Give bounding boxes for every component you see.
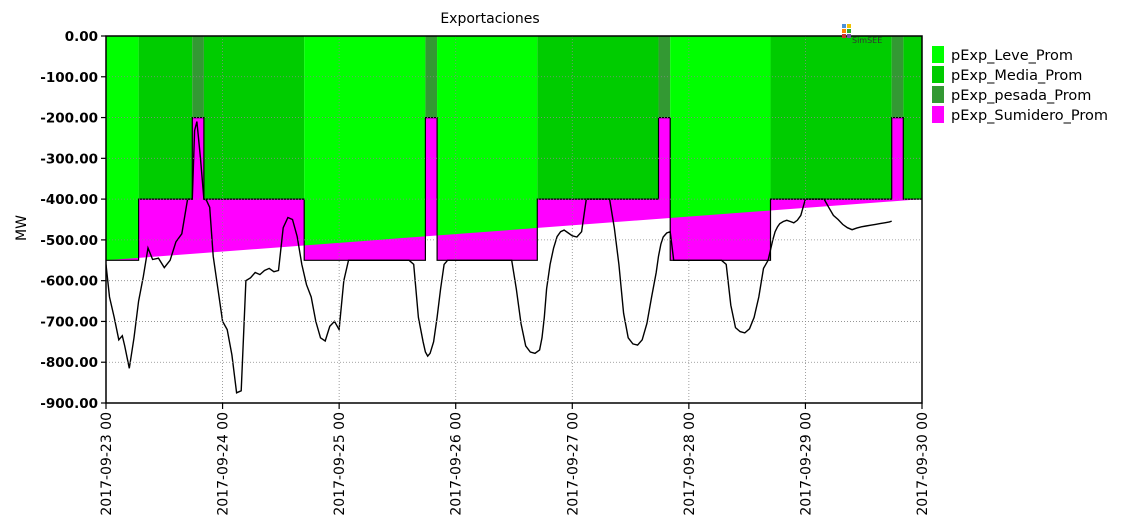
band-leve [304,36,426,261]
legend-label: pExp_Sumidero_Prom [951,108,1108,124]
band-media [138,36,193,200]
y-tick-label: 0.00 [65,29,98,45]
legend-label: pExp_Media_Prom [951,68,1082,84]
band-pesada [891,36,904,118]
band-leve [106,36,139,261]
chart-title: Exportaciones [440,11,539,27]
logo-square [842,29,846,33]
legend-swatch [932,86,944,103]
y-tick-label: -300.00 [40,151,98,167]
legend-swatch [932,66,944,83]
x-tick-label: 2017-09-27 00 [565,412,581,516]
x-tick-label: 2017-09-26 00 [449,412,465,516]
legend-label: pExp_pesada_Prom [951,88,1091,104]
x-tick-label: 2017-09-24 00 [216,412,232,516]
y-tick-label: -500.00 [40,233,98,249]
logo-square [842,24,846,28]
y-tick-label: -100.00 [40,70,98,86]
logo-square [847,34,851,38]
y-tick-label: -700.00 [40,314,98,330]
simsee-logo: SimSEE [842,24,882,45]
band-pesada [425,36,438,118]
legend-swatch [932,106,944,123]
series-line-pexp-sumidero-prom [106,121,892,394]
plot-frame [105,35,923,404]
legend: pExp_Leve_Prom pExp_Media_Prom pExp_pesada… [932,46,1108,124]
legend-label: pExp_Leve_Prom [951,48,1073,64]
band-media [903,36,922,200]
logo-text: SimSEE [852,36,882,45]
plot-area [106,36,922,394]
series-area-pexp-sumidero-prom [106,117,922,261]
x-tick-label: 2017-09-25 00 [332,412,348,516]
logo-square [842,34,846,38]
logo-square [847,29,851,33]
y-axis-label: MW [14,215,30,241]
y-tick-label: -800.00 [40,355,98,371]
band-pesada [192,36,204,118]
y-tick-label: -900.00 [40,396,98,412]
axes: 0.00 -100.00 -200.00 -300.00 -400.00 -500.00 -… [40,29,931,516]
band-media [537,36,659,200]
y-tick-label: -400.00 [40,192,98,208]
x-tick-label: 2017-09-29 00 [798,412,814,516]
x-tick-label: 2017-09-23 00 [99,412,115,516]
band-media [770,36,892,200]
x-tick-label: 2017-09-28 00 [682,412,698,516]
y-tick-label: -600.00 [40,274,98,290]
band-leve [437,36,538,261]
logo-square [847,24,851,28]
legend-swatch [932,46,944,63]
x-tick-label: 2017-09-30 00 [915,412,931,516]
y-tick-label: -200.00 [40,111,98,127]
